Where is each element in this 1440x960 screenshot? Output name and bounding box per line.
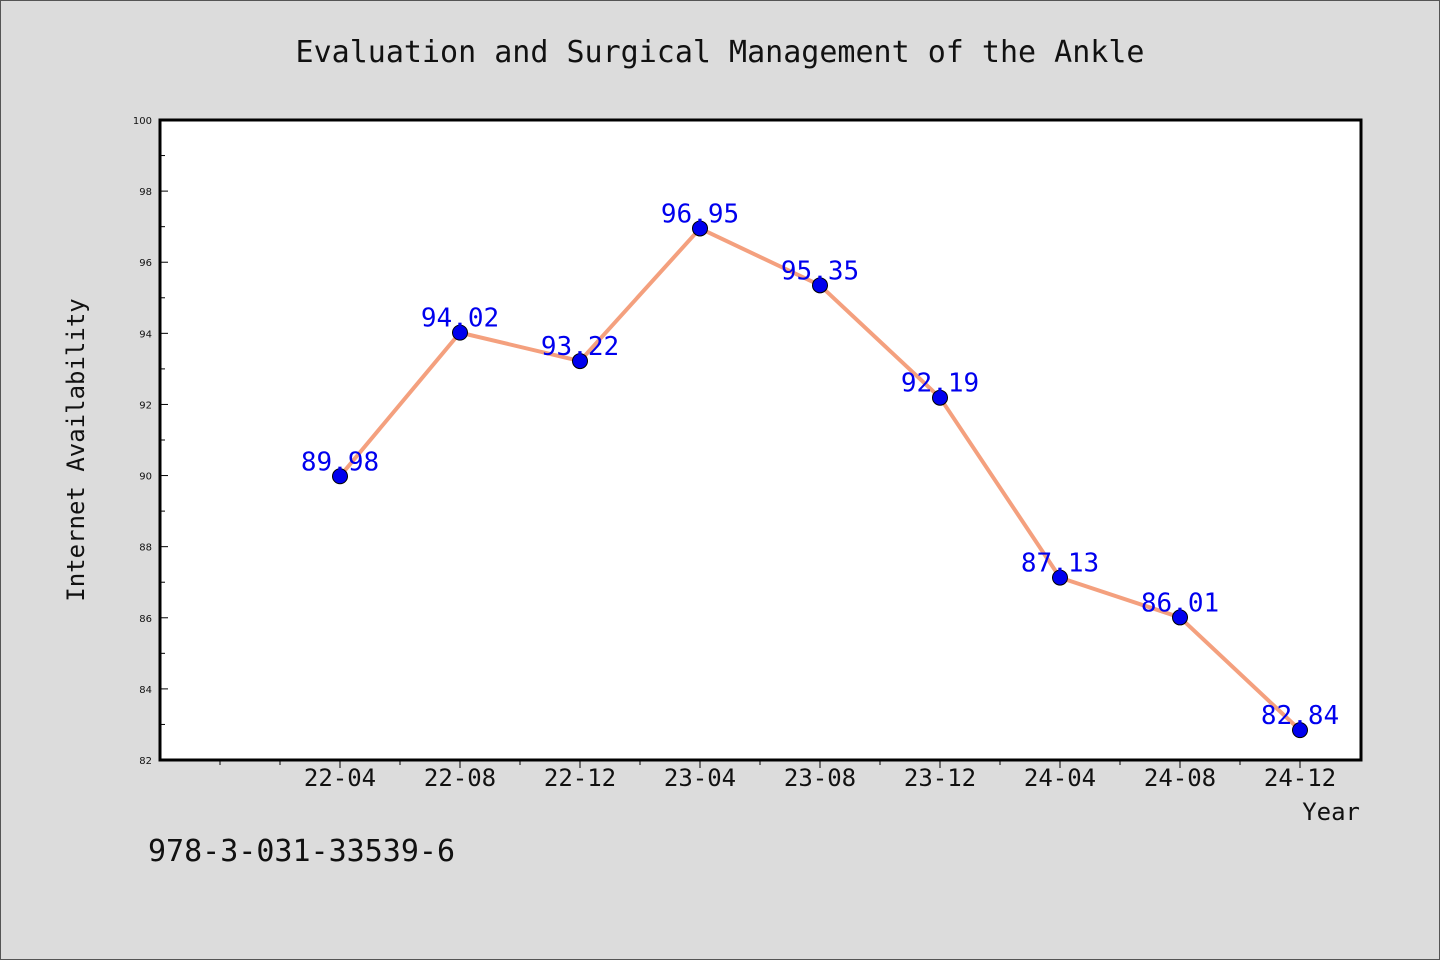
chart-title: Evaluation and Surgical Management of th…	[296, 35, 1145, 70]
data-label: 87.13	[1021, 549, 1099, 579]
data-point	[452, 324, 468, 341]
y-tick-label: 88	[139, 543, 152, 554]
data-point	[932, 389, 948, 406]
x-tick-label: 24-12	[1264, 764, 1336, 792]
y-tick-label: 100	[133, 116, 152, 127]
y-tick-label: 90	[139, 472, 152, 483]
y-tick-label: 96	[139, 258, 152, 269]
series-group: 89.98 94.02 93.22 96.95 95.35 92.19 87.13 86.01…	[301, 199, 1339, 739]
y-tick-label: 98	[139, 187, 152, 198]
data-label: 82.84	[1261, 701, 1339, 731]
y-tick-label: 94	[139, 329, 152, 340]
x-tick-label: 22-12	[544, 764, 616, 792]
data-label: 92.19	[901, 369, 979, 399]
y-tick-label: 86	[139, 614, 152, 625]
data-label: 95.35	[781, 256, 859, 286]
x-tick-label: 24-08	[1144, 764, 1216, 792]
x-tick-label: 23-08	[784, 764, 856, 792]
y-tick-label: 84	[139, 685, 152, 696]
data-point	[332, 468, 348, 485]
data-point	[692, 220, 708, 237]
x-tick-label: 22-04	[304, 764, 376, 792]
x-tick-label: 22-08	[424, 764, 496, 792]
data-label: 86.01	[1141, 588, 1219, 618]
data-label: 93.22	[541, 332, 619, 362]
plot-area	[160, 120, 1361, 760]
isbn-text: 978-3-031-33539-6	[148, 834, 456, 869]
plot-border	[158, 118, 1363, 762]
x-tick-labels: 22-04 22-08 22-12 23-04 23-08 23-12 24-04 24-08…	[304, 764, 1336, 792]
data-point	[1172, 609, 1188, 626]
data-label: 96.95	[661, 199, 739, 229]
y-axis-label: Internet Availability	[62, 298, 90, 601]
data-point	[1292, 722, 1308, 739]
y-tick-label: 92	[139, 400, 152, 411]
x-tick-label: 23-12	[904, 764, 976, 792]
data-label: 89.98	[301, 447, 379, 477]
data-point	[572, 353, 588, 370]
data-label: 94.02	[421, 304, 499, 334]
data-point	[812, 277, 828, 294]
y-tick-labels: 82 84 86 88 90 92 94 96 98 100	[133, 116, 152, 767]
x-tick-label: 23-04	[664, 764, 736, 792]
y-tick-label: 82	[139, 756, 152, 767]
x-axis-label: Year	[1302, 798, 1360, 826]
data-point	[1052, 569, 1068, 586]
x-tick-label: 24-04	[1024, 764, 1096, 792]
